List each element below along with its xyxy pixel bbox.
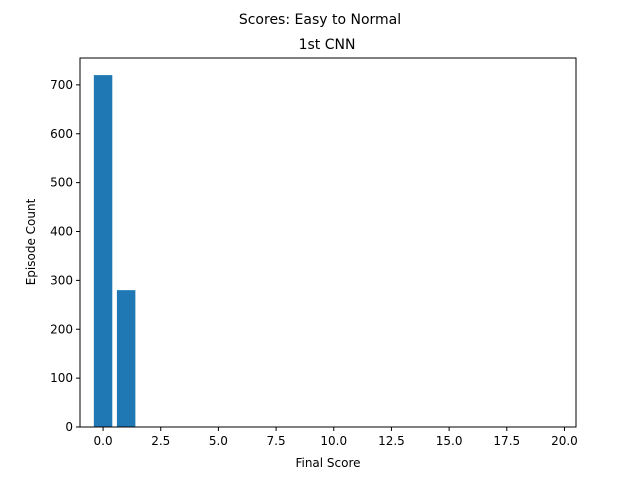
x-tick-label: 15.0: [436, 434, 463, 448]
x-axis-label: Final Score: [295, 456, 360, 470]
x-tick-label: 5.0: [209, 434, 228, 448]
chart-title: 1st CNN: [299, 37, 356, 53]
x-tick-label: 2.5: [151, 434, 170, 448]
x-tick-label: 0.0: [94, 434, 113, 448]
x-tick-label: 20.0: [551, 434, 578, 448]
y-tick-label: 400: [50, 225, 73, 239]
figure-suptitle: Scores: Easy to Normal: [239, 12, 401, 28]
y-axis-ticks: 0 100 200 300 400 500 600 700: [50, 78, 80, 434]
y-tick-label: 600: [50, 127, 73, 141]
y-tick-label: 0: [65, 420, 73, 434]
plot-frame: [79, 57, 577, 428]
y-tick-label: 700: [50, 78, 73, 92]
x-tick-label: 17.5: [493, 434, 520, 448]
y-tick-label: 100: [50, 371, 73, 385]
y-axis-label: Episode Count: [24, 198, 38, 285]
y-tick-label: 500: [50, 176, 73, 190]
bar-score-0: [93, 75, 113, 428]
y-tick-label: 200: [50, 322, 73, 336]
bars-group: [93, 75, 136, 428]
x-tick-label: 7.5: [267, 434, 286, 448]
x-tick-label: 10.0: [320, 434, 347, 448]
x-axis-ticks: 0.0 2.5 5.0 7.5 10.0 12.5 15.0 17.5 20.0: [94, 427, 578, 448]
bar-score-1: [116, 290, 136, 427]
y-tick-label: 300: [50, 273, 73, 287]
x-tick-label: 12.5: [378, 434, 405, 448]
